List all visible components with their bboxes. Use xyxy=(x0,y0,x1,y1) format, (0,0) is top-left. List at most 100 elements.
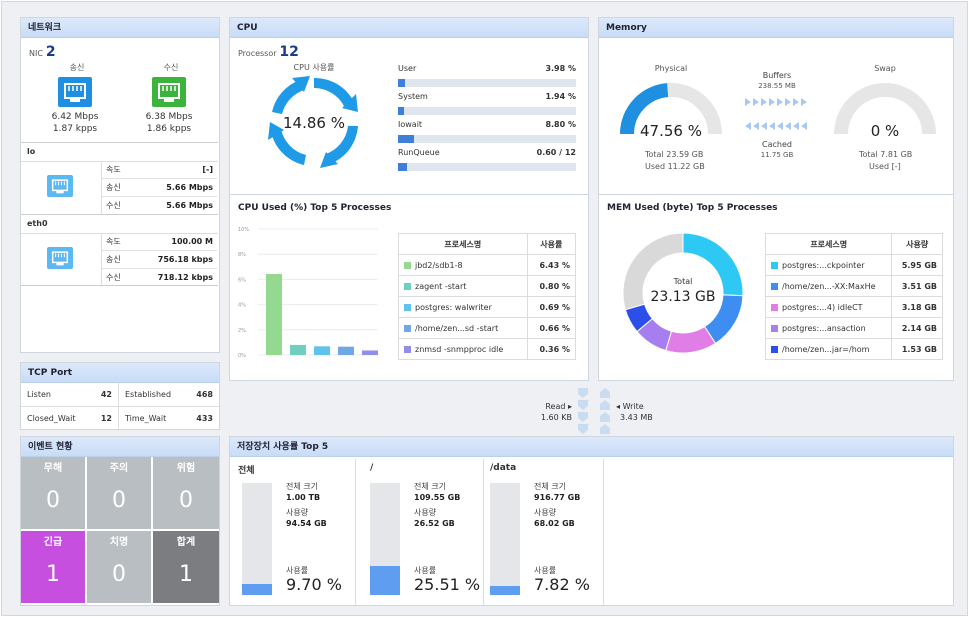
processor-label: Processor xyxy=(238,49,277,58)
usage-percent: 25.51 % xyxy=(414,575,481,594)
event-danger[interactable]: 위험 0 xyxy=(153,457,219,529)
used-label: 사용량 xyxy=(286,508,309,517)
event-total[interactable]: 합계 1 xyxy=(153,531,219,603)
mem-top5-donut-chart xyxy=(622,232,744,354)
event-critical[interactable]: 치명 0 xyxy=(87,531,151,603)
total-size-value: 916.77 GB xyxy=(534,493,581,502)
event-grid: 무해 0 주의 0 위험 0 긴급 1 치명 0 합계 1 xyxy=(21,457,219,605)
cpu-usage-label: CPU 사용률 xyxy=(293,63,335,72)
table-row[interactable]: /home/zen...jar=/hom 1.53 GB xyxy=(764,338,943,360)
ethernet-recv-icon xyxy=(152,77,186,107)
table-row[interactable]: zagent -start 0.80 % xyxy=(398,275,577,297)
interface-lo: lo 속도 [-] 송신 5.66 Mbps 수신 5.66 Mbps xyxy=(21,142,218,215)
send-kpps: 1.87 kpps xyxy=(52,124,98,134)
nic-count: 2 xyxy=(45,44,56,60)
mem-top5-panel: MEM Used (byte) Top 5 Processes Total 23… xyxy=(598,195,954,381)
recv-row: 수신 718.12 kbps xyxy=(106,273,213,282)
total-size-label: 전체 크기 xyxy=(286,482,318,491)
col-process-name: 프로세스명 xyxy=(398,233,528,255)
interface-eth0: eth0 속도 100.00 M 송신 756.18 kbps 수신 718.12 k… xyxy=(21,214,218,287)
table-row[interactable]: znmsd -snmpproc idle 0.36 % xyxy=(398,338,577,360)
interface-stats: 속도 100.00 M 송신 756.18 kbps 수신 718.12 kbps xyxy=(101,233,217,287)
physical-gauge-fill xyxy=(620,83,669,135)
bar-1 xyxy=(266,273,282,355)
event-harmless[interactable]: 무해 0 xyxy=(21,457,85,529)
total-size-value: 109.55 GB xyxy=(414,493,461,502)
mem-total-label: Total xyxy=(673,277,693,286)
storage-name: /data xyxy=(490,463,517,473)
storage-item-total[interactable]: 전체 전체 크기 1.00 TB 사용량 94.54 GB 사용률 9.70 % xyxy=(230,459,356,607)
speed-row: 속도 [-] xyxy=(102,161,217,179)
total-size-value: 1.00 TB xyxy=(286,493,321,502)
nic-label: NIC xyxy=(29,49,43,58)
physical-gauge xyxy=(620,83,722,135)
storage-name: 전체 xyxy=(238,466,255,476)
tcp-closed-wait: Closed_Wait 12 xyxy=(21,407,119,431)
events-title: 이벤트 현황 xyxy=(21,437,219,457)
cpu-user-bar xyxy=(398,79,406,87)
usage-label: 사용률 xyxy=(534,566,557,575)
storage-item-data[interactable]: /data 전체 크기 916.77 GB 사용량 68.02 GB 사용률 7… xyxy=(478,459,604,607)
recv-label: 수신 xyxy=(163,63,179,72)
y-tick-label: 6% xyxy=(238,277,246,283)
storage-usage-bar xyxy=(370,483,400,595)
table-row[interactable]: jbd2/sdb1-8 6.43 % xyxy=(398,254,577,276)
used-label: 사용량 xyxy=(534,508,557,517)
storage-item-root[interactable]: / 전체 크기 109.55 GB 사용량 26.52 GB 사용률 25.51… xyxy=(358,459,484,607)
bar-2 xyxy=(290,344,306,355)
cached-value: 11.75 GB xyxy=(760,151,794,159)
memory-panel: Memory Physical 47.56 % Total 23.59 GB U… xyxy=(598,17,954,195)
swap-gauge xyxy=(834,83,936,135)
storage-usage-bar xyxy=(242,483,272,595)
table-row[interactable]: /home/zen...-XX:MaxHe 3.51 GB xyxy=(764,275,943,297)
swap-used: Used [-] xyxy=(869,162,901,171)
nic-count-row: NIC 2 xyxy=(29,44,56,60)
y-tick-label: 0% xyxy=(238,353,246,359)
y-tick-label: 8% xyxy=(238,252,246,258)
interface-name: eth0 xyxy=(27,219,48,228)
usage-percent: 7.82 % xyxy=(534,575,590,594)
cpu-panel: CPU Processor 12 CPU 사용률 14.86 % User 3.9… xyxy=(229,17,589,195)
table-row[interactable]: postgres:...4) idleCT 3.18 GB xyxy=(764,296,943,318)
used-value: 68.02 GB xyxy=(534,519,575,528)
y-tick-label: 2% xyxy=(238,328,246,334)
physical-value: 47.56 % xyxy=(640,122,702,140)
total-size-label: 전체 크기 xyxy=(414,482,446,491)
table-row[interactable]: postgres: walwriter 0.69 % xyxy=(398,296,577,318)
event-status-panel: 이벤트 현황 무해 0 주의 0 위험 0 긴급 1 치명 0 합계 1 xyxy=(20,436,220,606)
table-row[interactable]: /home/zen...sd -start 0.66 % xyxy=(398,317,577,339)
table-row[interactable]: postgres:...ckpointer 5.95 GB xyxy=(764,254,943,276)
cpu-usage-value: 14.86 % xyxy=(283,114,345,132)
event-urgent[interactable]: 긴급 1 xyxy=(21,531,85,603)
y-tick-label: 4% xyxy=(238,303,246,309)
physical-total: Total 23.59 GB xyxy=(645,150,704,159)
ethernet-icon xyxy=(47,247,73,269)
cpu-iowait-stat: Iowait 8.80 % xyxy=(398,120,576,143)
buffers-value: 238.55 MB xyxy=(758,82,796,90)
cached-label: Cached xyxy=(762,140,792,149)
network-title: 네트워크 xyxy=(21,18,219,38)
send-row: 송신 5.66 Mbps xyxy=(102,179,217,197)
physical-label: Physical xyxy=(654,64,688,73)
storage-name: / xyxy=(370,463,374,473)
write-label: ◂ Write xyxy=(616,402,644,411)
cpu-top5-table: 프로세스명 사용률 jbd2/sdb1-8 6.43 % zagent -start… xyxy=(398,233,577,360)
buffers-cached-flow-icon xyxy=(745,98,807,130)
write-value: 3.43 MB xyxy=(620,413,653,422)
cpu-system-stat: System 1.94 % xyxy=(398,92,576,115)
read-value: 1.60 KB xyxy=(540,413,572,422)
tcp-port-panel: TCP Port Listen 42 Established 468 Closed_… xyxy=(20,362,220,431)
storage-title: 저장장치 사용률 Top 5 xyxy=(230,437,953,457)
table-row[interactable]: postgres:...ansaction 2.14 GB xyxy=(764,317,943,339)
speed-row: 속도 100.00 M xyxy=(102,233,217,251)
col-process-name: 프로세스명 xyxy=(764,233,893,255)
tcp-established: Established 468 xyxy=(119,383,219,407)
swap-value: 0 % xyxy=(870,122,900,140)
bar-3 xyxy=(314,346,330,355)
event-caution[interactable]: 주의 0 xyxy=(87,457,151,529)
physical-used: Used 11.22 GB xyxy=(645,162,705,171)
buffers-label: Buffers xyxy=(762,71,792,80)
donut-slice-1 xyxy=(682,232,744,297)
cpu-system-bar xyxy=(398,107,405,115)
